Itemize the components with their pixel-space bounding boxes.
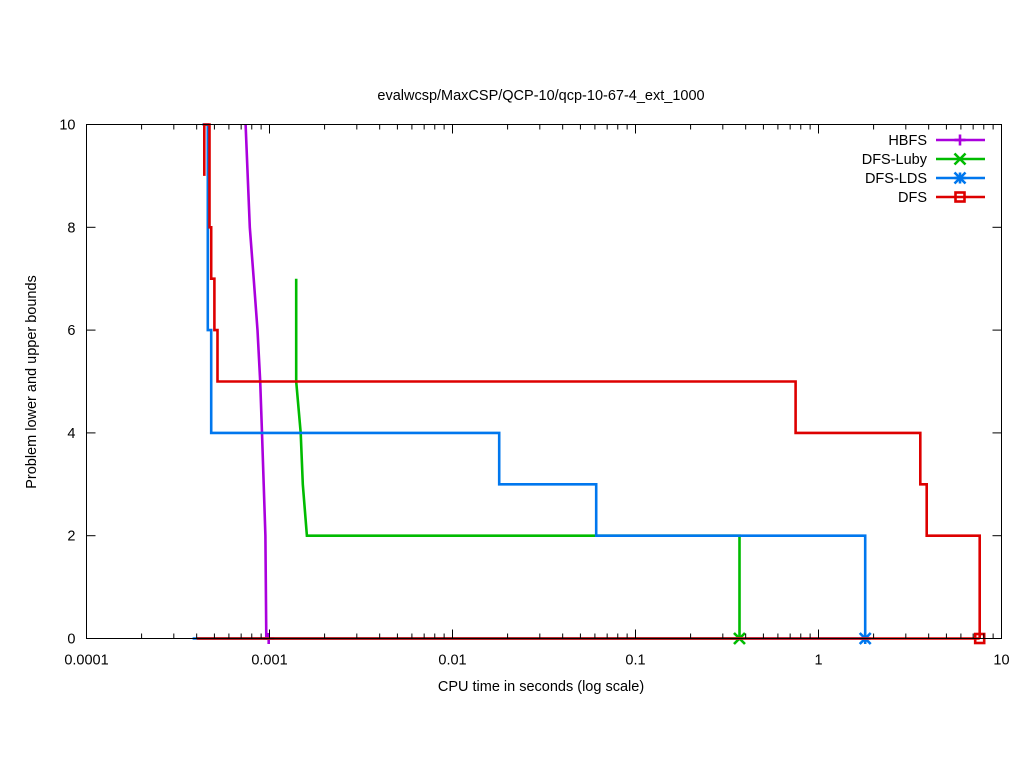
legend-marker xyxy=(954,134,966,146)
legend-marker xyxy=(953,171,967,185)
y-tick-label: 10 xyxy=(59,118,75,134)
series-dfs-lds xyxy=(192,123,872,645)
x-tick-label: 1 xyxy=(814,653,822,669)
plot-frame xyxy=(86,124,1002,639)
legend-marker xyxy=(953,152,967,166)
x-axis-label: CPU time in seconds (log scale) xyxy=(438,679,644,695)
legend-label: HBFS xyxy=(888,133,927,149)
chart-title: evalwcsp/MaxCSP/QCP-10/qcp-10-67-4_ext_1… xyxy=(377,88,704,104)
legend: HBFS DFS-Luby DFS-LDS DFS xyxy=(862,133,985,206)
legend-label: DFS-LDS xyxy=(865,171,927,187)
y-axis-label: Problem lower and upper bounds xyxy=(24,275,40,489)
y-tick-label: 2 xyxy=(67,529,75,545)
x-tick-label: 0.1 xyxy=(625,653,645,669)
legend-label: DFS xyxy=(898,190,927,206)
y-tick-label: 8 xyxy=(67,220,75,236)
series-upper-bound-line xyxy=(294,278,741,639)
series-dfs-luby xyxy=(196,278,746,645)
x-axis-ticks: 0.0001 0.001 0.01 0.1 1 10 xyxy=(64,124,1010,669)
x-tick-label: 0.01 xyxy=(438,653,466,669)
series-upper-bound-line xyxy=(202,123,867,639)
x-tick-label: 0.0001 xyxy=(64,653,108,669)
series-upper-bound-line xyxy=(203,123,982,639)
y-tick-label: 6 xyxy=(67,323,75,339)
plot-area xyxy=(86,123,1002,645)
y-tick-label: 4 xyxy=(67,426,75,442)
x-tick-label: 10 xyxy=(993,653,1009,669)
y-axis-ticks: 0 2 4 6 8 10 xyxy=(59,118,1002,648)
x-tick-label: 0.001 xyxy=(251,653,287,669)
series-hbfs xyxy=(244,124,275,644)
legend-label: DFS-Luby xyxy=(862,152,928,168)
y-tick-label: 0 xyxy=(67,632,75,648)
series-group xyxy=(192,123,986,645)
legend-marker xyxy=(954,191,966,203)
